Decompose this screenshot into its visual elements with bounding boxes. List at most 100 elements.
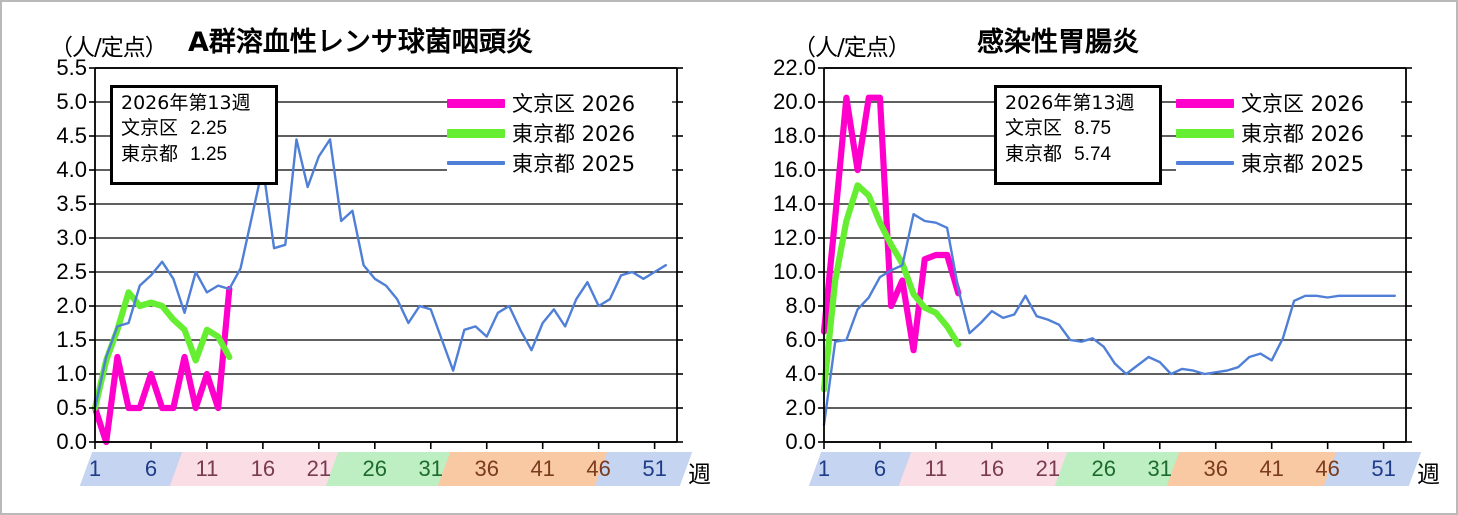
x-axis-tick-21: 21 [306, 456, 332, 481]
series-line-tokyo-2025 [822, 212, 1397, 427]
y-axis-tick-label: 18.0 [773, 123, 816, 148]
y-axis-tick-label: 14.0 [773, 191, 816, 216]
x-axis-tick-41: 41 [1259, 456, 1284, 481]
x-axis-tick-41: 41 [530, 456, 555, 481]
x-axis-unit-label: 週 [688, 462, 711, 488]
x-axis-unit-label: 週 [1417, 462, 1440, 488]
y-axis-tick-label: 0.5 [56, 395, 87, 420]
x-axis-tick-51: 51 [1371, 456, 1396, 481]
x-axis-tick-6: 6 [144, 456, 158, 481]
y-axis-tick-label: 12.0 [773, 225, 816, 250]
legend-item: 東京都 2025 [447, 148, 672, 178]
y-axis-tick-label: 4.0 [56, 157, 87, 182]
info-box-infectious-gastroenteritis: 2026年第13週 文京区 8.75 東京都 5.74 [994, 85, 1162, 185]
y-axis-tick-label: 5.5 [56, 55, 87, 80]
legend-swatch [1176, 128, 1234, 138]
series-line-bunkyo-2026 [820, 94, 962, 354]
legend-swatch [447, 161, 505, 165]
y-axis-tick-label: 3.5 [56, 191, 87, 216]
info-row: 東京都 5.74 [1005, 142, 1151, 167]
info-row-label: 文京区 [121, 117, 179, 140]
series-line-tokyo-2026 [820, 182, 962, 393]
info-row: 文京区 8.75 [1005, 116, 1151, 141]
plot-svg-infectious-gastroenteritis [818, 67, 1412, 449]
y-axis-tick-label: 2.5 [56, 259, 87, 284]
legend-strep-pharyngitis: 文京区 2026 東京都 2026 東京都 2025 [447, 88, 672, 184]
y-axis-tick-label: 3.0 [56, 225, 87, 250]
x-axis-tick-31: 31 [1147, 456, 1173, 481]
y-axis-tick-label: 0.0 [785, 429, 816, 454]
y-axis-tick-label: 16.0 [773, 157, 816, 182]
legend-label: 東京都 2025 [1241, 152, 1365, 176]
info-row-label: 東京都 [121, 142, 179, 165]
y-axis-tick-label: 10.0 [773, 259, 816, 284]
info-row-label: 東京都 [1005, 142, 1063, 165]
x-axis-tick-16: 16 [250, 456, 276, 481]
x-axis-tick-1: 1 [88, 456, 102, 481]
y-axis-tick-label: 20.0 [773, 89, 816, 114]
y-axis-tick-label: 4.0 [785, 361, 816, 386]
x-axis-tick-46: 46 [586, 456, 611, 481]
y-axis-tick-label: 4.5 [56, 123, 87, 148]
y-axis-tick-label: 6.0 [785, 327, 816, 352]
y-axis-tick-label: 1.5 [56, 327, 87, 352]
info-week-line: 2026年第13週 [121, 92, 251, 114]
x-axis-tick-21: 21 [1035, 456, 1061, 481]
legend-label: 東京都 2026 [512, 122, 636, 146]
y-axis-tick-label: 1.0 [56, 361, 87, 386]
series-line-tokyo-2025 [93, 138, 668, 410]
x-axis-tick-6: 6 [873, 456, 887, 481]
info-row-value: 8.75 [1074, 118, 1112, 140]
x-axis-tick-51: 51 [642, 456, 667, 481]
legend-label: 東京都 2025 [512, 152, 636, 176]
legend-swatch [1176, 161, 1234, 165]
legend-label: 東京都 2026 [1241, 122, 1365, 146]
legend-item: 文京区 2026 [447, 88, 672, 118]
y-axis-tick-label: 8.0 [785, 293, 816, 318]
x-axis-tick-1: 1 [817, 456, 831, 481]
info-row: 文京区 2.25 [121, 116, 267, 141]
x-axis-season-band: 1 6 11 16 21 26 31 36 41 46 51 [79, 452, 693, 486]
x-axis-tick-36: 36 [1203, 456, 1228, 481]
x-axis-tick-46: 46 [1315, 456, 1340, 481]
y-axis-tick-label: 22.0 [773, 55, 816, 80]
y-axis-tick-label: 2.0 [785, 395, 816, 420]
y-axis-tick-label: 5.0 [56, 89, 87, 114]
x-axis-tick-26: 26 [362, 456, 388, 481]
info-row-value: 5.74 [1074, 143, 1112, 165]
legend-item: 東京都 2026 [1176, 118, 1401, 148]
legend-item: 東京都 2025 [1176, 148, 1401, 178]
info-row-value: 2.25 [190, 118, 228, 140]
unit-label-strep-pharyngitis: （人/定点） [50, 35, 168, 61]
legend-item: 東京都 2026 [447, 118, 672, 148]
legend-item: 文京区 2026 [1176, 88, 1401, 118]
info-row-label: 文京区 [1005, 117, 1063, 140]
x-axis-tick-26: 26 [1091, 456, 1117, 481]
chart-title-strep-pharyngitis: A群溶血性レンサ球菌咽頭炎 [188, 27, 533, 58]
info-week-line: 2026年第13週 [1005, 92, 1135, 114]
series-line-bunkyo-2026 [91, 285, 233, 446]
plot-area-infectious-gastroenteritis [818, 67, 1412, 449]
legend-swatch [1176, 98, 1234, 108]
info-box-strep-pharyngitis: 2026年第13週 文京区 2.25 東京都 1.25 [110, 85, 278, 185]
chart-panel-infectious-gastroenteritis: （人/定点） 感染性胃腸炎 0.0 2.0 4.0 6.0 8.0 10.0 12.0 14.0 1… [731, 2, 1456, 513]
x-axis-tick-11: 11 [195, 456, 219, 481]
y-axis-tick-label: 0.0 [56, 429, 87, 454]
legend-label: 文京区 2026 [1241, 92, 1365, 116]
x-axis-tick-36: 36 [474, 456, 499, 481]
legend-swatch [447, 98, 505, 108]
x-axis-tick-31: 31 [418, 456, 444, 481]
info-row: 東京都 1.25 [121, 142, 267, 167]
legend-swatch [447, 128, 505, 138]
y-axis-tick-label: 2.0 [56, 293, 87, 318]
x-axis-season-band: 1 6 11 16 21 26 31 36 41 46 51 [808, 452, 1422, 486]
info-row-value: 1.25 [190, 143, 228, 165]
x-axis-tick-11: 11 [924, 456, 948, 481]
legend-label: 文京区 2026 [512, 92, 636, 116]
chart-title-infectious-gastroenteritis: 感染性胃腸炎 [977, 27, 1139, 58]
chart-panel-strep-pharyngitis: （人/定点） A群溶血性レンサ球菌咽頭炎 0.0 0.5 1.0 1.5 2.0 2.5 3.0… [2, 2, 731, 513]
x-axis-tick-16: 16 [979, 456, 1005, 481]
legend-infectious-gastroenteritis: 文京区 2026 東京都 2026 東京都 2025 [1176, 88, 1401, 184]
unit-label-infectious-gastroenteritis: （人/定点） [793, 35, 911, 61]
